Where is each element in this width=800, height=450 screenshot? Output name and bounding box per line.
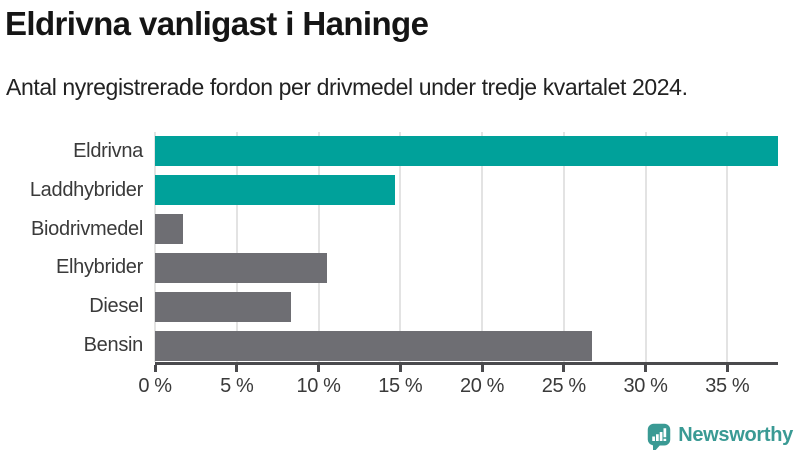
category-label-eldrivna: Eldrivna <box>73 139 143 162</box>
category-label-bensin: Bensin <box>83 334 144 357</box>
bar-row <box>155 249 778 288</box>
category-label-laddhybrider: Laddhybrider <box>29 178 143 201</box>
x-axis-tick-10 <box>317 365 321 372</box>
category-label-elhybrider: Elhybrider <box>55 256 143 279</box>
x-tick-label-25: 25 % <box>541 375 586 397</box>
category-label-diesel: Diesel <box>89 295 143 318</box>
bar-laddhybrider <box>155 175 396 206</box>
gridline-25 <box>562 132 565 362</box>
gridline-15 <box>399 132 402 362</box>
x-tick-label-20: 20 % <box>460 375 505 397</box>
bar-row <box>155 287 778 326</box>
gridline-5 <box>235 132 238 362</box>
x-tick-label-0: 0 % <box>138 375 172 397</box>
newsworthy-logo: Newsworthy <box>647 423 793 450</box>
bar-row <box>155 132 778 171</box>
category-axis-labels: Eldrivna Laddhybrider Biodrivmedel Elhybrid… <box>0 132 143 365</box>
x-axis-tick-25 <box>562 365 566 372</box>
newsworthy-wordmark: Newsworthy <box>678 424 793 446</box>
gridline-0 <box>154 132 156 362</box>
x-tick-label-35: 35 % <box>705 375 750 397</box>
page-subtitle: Antal nyregistrerade fordon per drivmede… <box>6 74 688 100</box>
x-tick-label-30: 30 % <box>623 375 668 397</box>
x-tick-label-5: 5 % <box>220 375 254 397</box>
x-axis-tick-15 <box>398 365 402 372</box>
x-tick-label-10: 10 % <box>296 375 341 397</box>
gridline-35 <box>726 132 729 362</box>
bar-chart: Eldrivna Laddhybrider Biodrivmedel Elhybrid… <box>0 132 778 397</box>
bar-row <box>155 326 778 365</box>
x-axis-tick-35 <box>725 365 729 372</box>
bar-diesel <box>155 291 291 322</box>
gridline-10 <box>317 132 320 362</box>
bar-eldrivna <box>155 136 778 167</box>
bar-bensin <box>155 330 592 361</box>
bar-row <box>155 171 778 210</box>
gridline-30 <box>644 132 647 362</box>
plot-area: 0 % 5 % 10 % 15 % 20 % 25 % 30 % 35 % <box>138 132 778 397</box>
bar-biodrivmedel <box>155 214 183 245</box>
newsworthy-bubble-icon <box>647 423 671 450</box>
x-axis-tick-20 <box>480 365 484 372</box>
bar-row <box>155 210 778 249</box>
x-axis-tick-5 <box>235 365 239 372</box>
x-tick-label-15: 15 % <box>378 375 423 397</box>
gridline-20 <box>481 132 484 362</box>
x-axis-tick-0 <box>153 365 157 372</box>
category-label-biodrivmedel: Biodrivmedel <box>30 217 143 240</box>
bar-elhybrider <box>155 252 327 283</box>
x-axis-tick-30 <box>644 365 648 372</box>
page-title: Eldrivna vanligast i Haninge <box>5 5 429 42</box>
